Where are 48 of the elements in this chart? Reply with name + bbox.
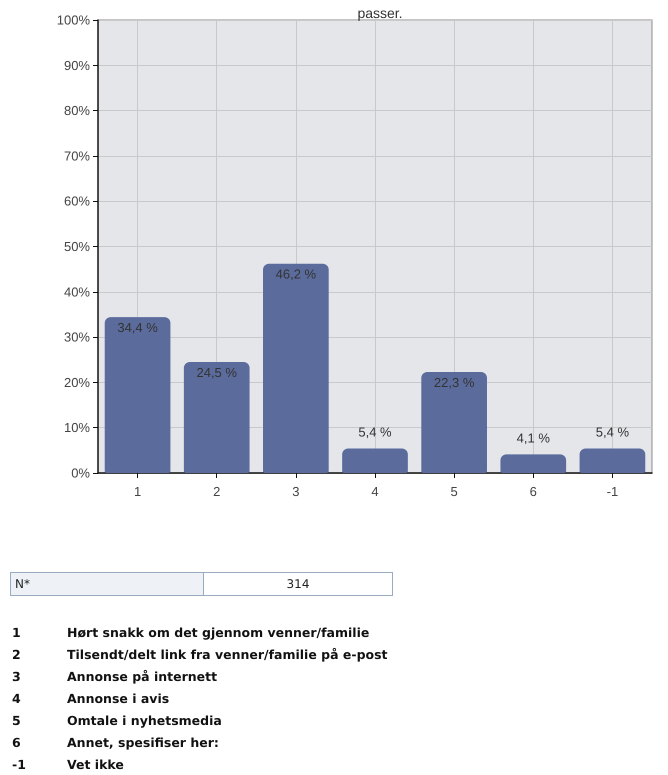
text: Omtale i nyhetsmedia: [67, 712, 222, 730]
bar: [263, 264, 329, 473]
text: Annet, spesifiser her:: [67, 734, 219, 752]
y-tick-label: 10%: [64, 420, 90, 436]
y-tick-label: 100%: [56, 12, 90, 28]
data-label: 5,4 %: [358, 424, 392, 440]
text: 3: [12, 668, 22, 686]
bar: [342, 448, 408, 473]
chart-title: passer.: [357, 5, 403, 21]
x-tick-label: 5: [450, 484, 458, 499]
y-tick-label: 80%: [64, 103, 90, 118]
y-tick-label: 40%: [64, 284, 90, 300]
x-tick-label: 1: [134, 484, 142, 499]
data-label: 22,3 %: [434, 374, 475, 390]
y-tick-label: 50%: [64, 239, 90, 254]
y-tick-label: 0%: [71, 466, 90, 480]
x-tick-label: 2: [213, 484, 220, 499]
text: Tilsendt/delt link fra venner/familie på e-post: [67, 646, 388, 664]
text: 2: [12, 646, 22, 664]
bar: [421, 372, 487, 473]
text: -1: [12, 756, 27, 774]
text: Vet ikke: [67, 756, 124, 774]
bar: [184, 362, 250, 473]
text: Annonse på internett: [67, 668, 218, 686]
bar: [580, 448, 646, 473]
y-tick-label: 90%: [64, 58, 90, 73]
text: 4: [12, 690, 22, 708]
y-tick-label: 20%: [64, 374, 90, 390]
y-tick-label: 30%: [64, 330, 90, 345]
text: Annonse i avis: [67, 690, 170, 708]
data-label: 24,5 %: [196, 365, 238, 380]
x-tick-label: -1: [606, 484, 618, 499]
bar: [500, 454, 566, 473]
data-label: 4,1 %: [516, 430, 550, 446]
data-label: 34,4 %: [117, 320, 158, 336]
y-tick-label: 70%: [64, 148, 90, 164]
x-tick-label: 3: [292, 484, 300, 499]
bar: [104, 317, 170, 473]
data-label: 5,4 %: [596, 424, 630, 440]
count-table: N* 314: [10, 572, 393, 596]
data-label: 46,2 %: [276, 266, 317, 282]
y-tick-label: 60%: [64, 194, 90, 209]
text: 1: [12, 624, 22, 642]
x-tick-label: 6: [530, 484, 537, 499]
text: Hørt snakk om det gjennom venner/familie: [67, 624, 370, 642]
x-tick-label: 4: [371, 484, 379, 499]
text: 6: [12, 734, 22, 752]
text: 5: [12, 712, 22, 730]
